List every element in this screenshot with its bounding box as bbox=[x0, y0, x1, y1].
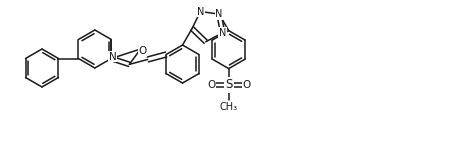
Text: N: N bbox=[219, 28, 226, 38]
Text: S: S bbox=[225, 78, 232, 91]
Text: CH₃: CH₃ bbox=[219, 102, 238, 112]
Text: N: N bbox=[197, 7, 204, 17]
Text: N: N bbox=[215, 9, 223, 19]
Text: O: O bbox=[242, 80, 250, 90]
Text: N: N bbox=[109, 51, 117, 61]
Text: O: O bbox=[207, 80, 215, 90]
Text: O: O bbox=[139, 46, 146, 56]
